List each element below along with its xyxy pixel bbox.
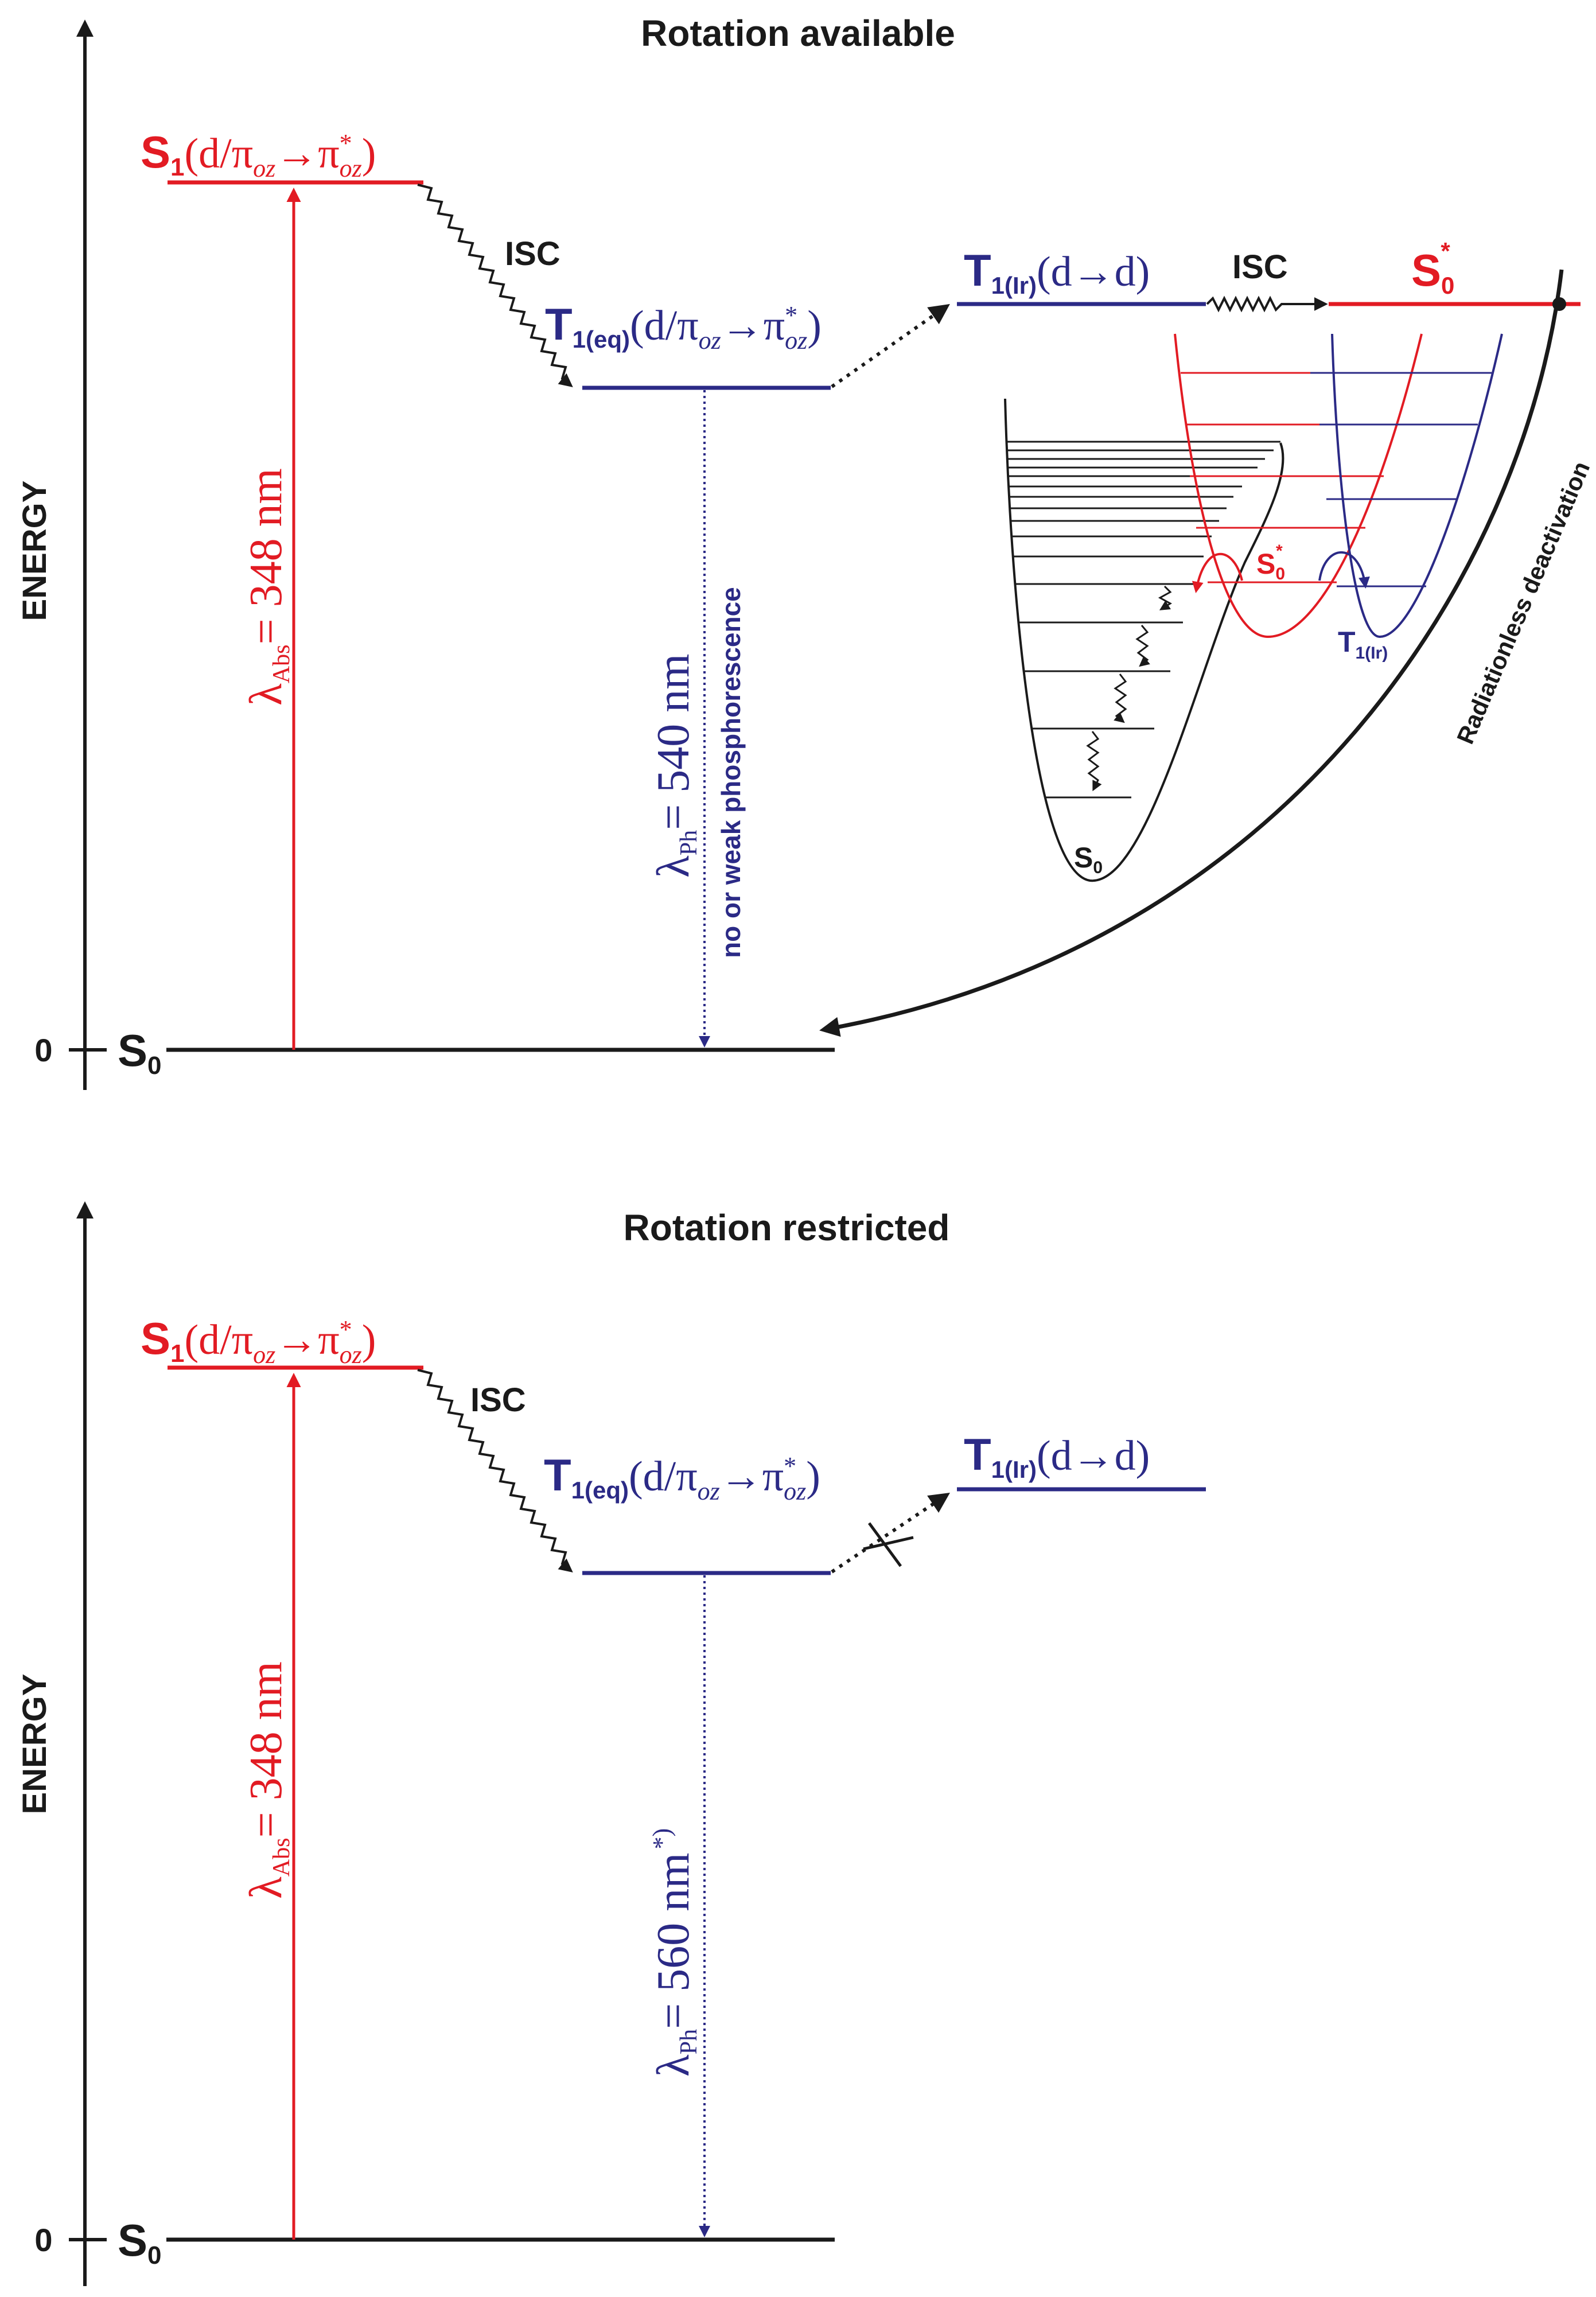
panel-rotation-restricted: Rotation restricted ENERGY 0 S0 S1(d/πoz… bbox=[16, 1201, 1206, 2286]
absorption-label: λAbs= 348 nm bbox=[241, 1661, 295, 1899]
isc-wavy-arrow-1 bbox=[417, 184, 573, 387]
axis-label: ENERGY bbox=[16, 1674, 53, 1815]
panel-rotation-available: Rotation available ENERGY 0 S0 S1(d/πoz→… bbox=[16, 13, 1595, 1090]
s0-relaxation-arrows bbox=[1086, 585, 1172, 792]
isc-wavy-arrow-1 bbox=[417, 1369, 573, 1572]
panel-title: Rotation available bbox=[641, 13, 955, 54]
isc-wavy-arrow-2 bbox=[1206, 295, 1328, 313]
s0star-exchange-arrow bbox=[1192, 552, 1243, 593]
zero-label: 0 bbox=[34, 2222, 52, 2258]
s0-vibrational-levels bbox=[1007, 441, 1280, 799]
t1ir-exchange-arrow bbox=[1318, 551, 1370, 589]
zero-label: 0 bbox=[34, 1032, 52, 1068]
t1eq-label: T1(eq)(d/πoz→π* oz) bbox=[545, 299, 822, 355]
isc-label-2: ISC bbox=[1232, 248, 1288, 286]
blocked-cross-icon bbox=[863, 1522, 914, 1567]
potential-energy-inset: S0 S0* bbox=[1004, 333, 1503, 882]
s0-well bbox=[1004, 398, 1284, 882]
inset-s0-label: S0 bbox=[1074, 842, 1103, 877]
inset-t1ir-label: T1(Ir) bbox=[1338, 626, 1388, 663]
isc-label-1: ISC bbox=[505, 235, 560, 272]
radiationless-deactivation-arrow bbox=[819, 269, 1564, 1037]
s0star-label: S0* bbox=[1411, 238, 1454, 299]
s1-label: S1(d/πoz→π* oz) bbox=[141, 1313, 376, 1369]
t1ir-label: T1(Ir)(d→d) bbox=[964, 245, 1150, 299]
ground-state-label: S0 bbox=[118, 1025, 162, 1080]
phosphorescence-label: λPh= 560 nm*) bbox=[648, 1828, 702, 2077]
s0star-vibrational-levels bbox=[1181, 372, 1412, 583]
s1-label: S1(d/πoz→π* oz) bbox=[141, 127, 376, 182]
axis-label: ENERGY bbox=[16, 481, 53, 621]
absorption-label: λAbs= 348 nm bbox=[241, 468, 295, 706]
isc-label-1: ISC bbox=[470, 1381, 526, 1419]
inset-s0star-label: S0* bbox=[1256, 542, 1285, 583]
s0star-well bbox=[1174, 333, 1423, 639]
t1eq-label: T1(eq)(d/πoz→π* oz) bbox=[544, 1450, 820, 1505]
t1ir-well bbox=[1331, 333, 1503, 639]
ground-state-label: S0 bbox=[118, 2215, 162, 2269]
rotation-dotted-arrow bbox=[831, 1492, 950, 1574]
t1ir-vibrational-levels bbox=[1310, 372, 1492, 587]
rotation-dotted-arrow bbox=[831, 303, 950, 388]
phosphorescence-note: no or weak phosphorescence bbox=[716, 587, 746, 958]
panel-title: Rotation restricted bbox=[624, 1207, 950, 1248]
radiationless-label: Radiationless deactivation bbox=[1451, 457, 1595, 748]
phosphorescence-label: λPh= 540 nm bbox=[648, 654, 702, 878]
t1ir-label: T1(Ir)(d→d) bbox=[964, 1429, 1150, 1483]
